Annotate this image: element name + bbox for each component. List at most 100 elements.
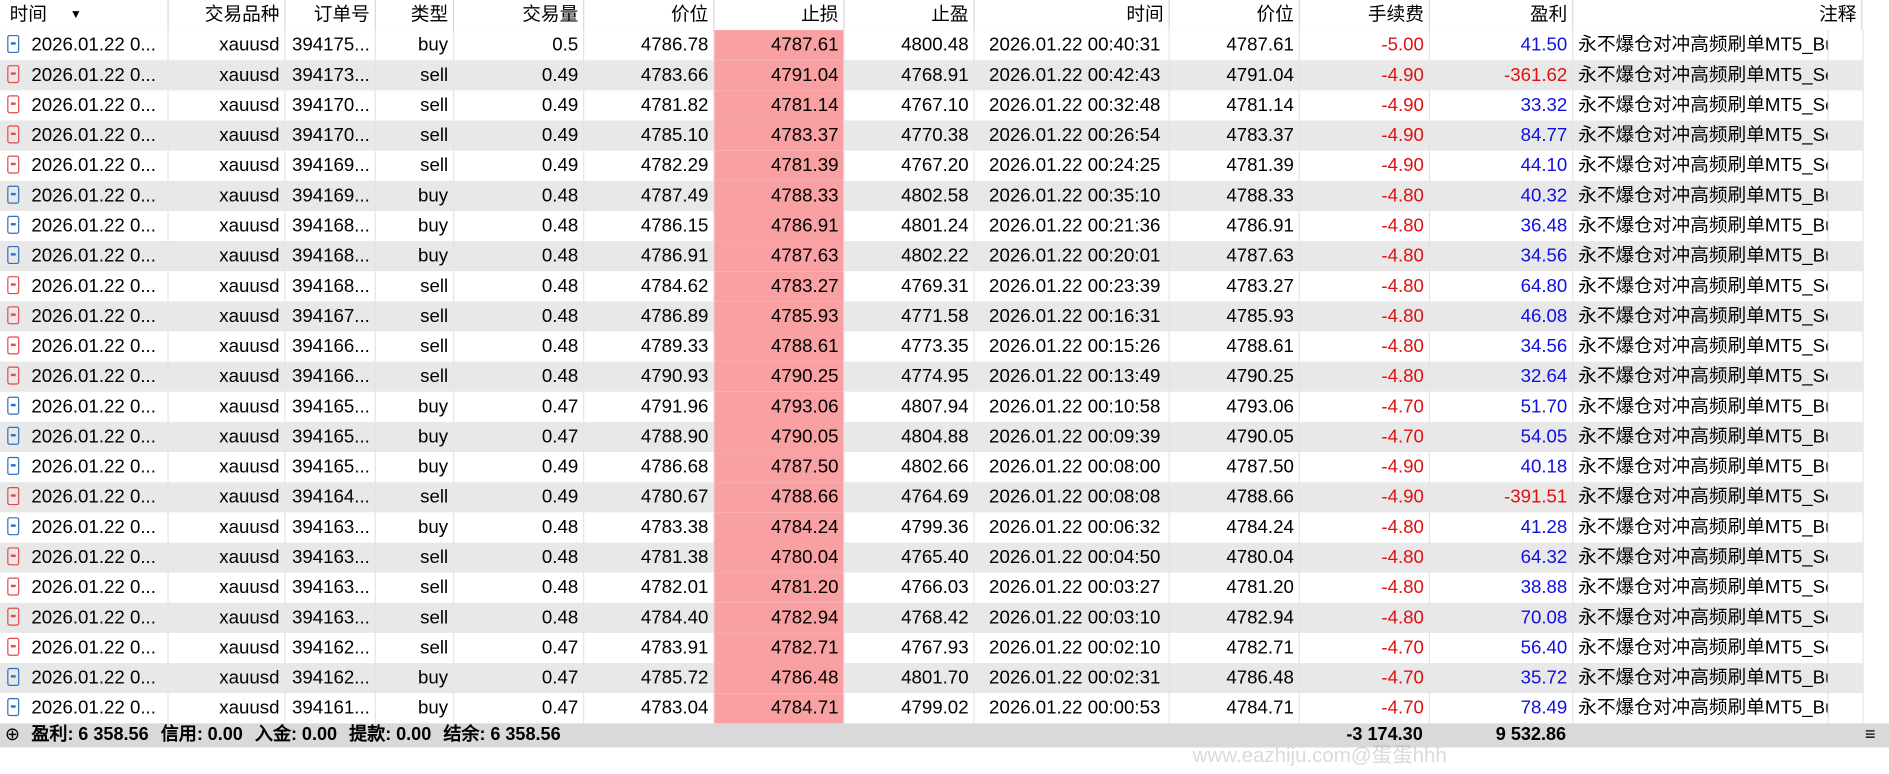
cell-6: 4790.25: [714, 361, 845, 392]
cell-2: 394163...: [286, 572, 376, 603]
cell-12: 永不爆仓对冲高频刷单MT5_Sell_...: [1573, 361, 1829, 392]
trade-row[interactable]: 2026.01.22 0... xauusd 394166... sell 0.48 47…: [0, 331, 1863, 362]
order-icon: [7, 667, 20, 686]
column-header[interactable]: 止损: [714, 0, 845, 31]
trade-row[interactable]: 2026.01.22 0... xauusd 394169... buy 0.48 478…: [0, 180, 1863, 211]
cell-3: sell: [376, 301, 455, 332]
trade-row[interactable]: 2026.01.22 0... xauusd 394168... buy 0.48 478…: [0, 210, 1863, 242]
trade-row[interactable]: 2026.01.22 0... xauusd 394163... sell 0.48 47…: [0, 542, 1863, 573]
cell-0: 2026.01.22 0...: [0, 331, 169, 362]
trade-row[interactable]: 2026.01.22 0... xauusd 394162... buy 0.47 478…: [0, 663, 1863, 694]
cell-11: 56.40: [1430, 632, 1574, 664]
cell-1: xauusd: [169, 693, 286, 724]
column-header[interactable]: 价位: [584, 0, 715, 31]
cell-5: 4781.38: [584, 542, 715, 573]
cell-2: 394166...: [286, 361, 376, 392]
watermark: www.eazhiju.com@蛋蛋hhh: [1192, 743, 1447, 767]
cell-4: 0.48: [454, 241, 585, 272]
cell-7: 4770.38: [844, 120, 975, 151]
cell-9: 4784.24: [1170, 512, 1300, 543]
cell-6: 4782.94: [714, 602, 845, 633]
column-header[interactable]: 价位: [1170, 0, 1300, 31]
trade-row[interactable]: 2026.01.22 0... xauusd 394162... sell 0.47 47…: [0, 632, 1863, 664]
order-icon: [7, 607, 20, 626]
trade-row[interactable]: 2026.01.22 0... xauusd 394164... sell 0.49 47…: [0, 482, 1863, 513]
summary-bar: ⊕ 盈利: 6 358.56 信用: 0.00 入金: 0.00 提款: 0.00 结余: 6 3…: [0, 723, 1889, 748]
cell-1: xauusd: [169, 572, 286, 603]
trade-row[interactable]: 2026.01.22 0... xauusd 394173... sell 0.49 47…: [0, 60, 1863, 91]
cell-4: 0.47: [454, 421, 585, 453]
cell-0: 2026.01.22 0...: [0, 301, 169, 332]
trade-row[interactable]: 2026.01.22 0... xauusd 394163... sell 0.48 47…: [0, 572, 1863, 603]
cell-3: sell: [376, 632, 455, 664]
scrollbar[interactable]: [1862, 30, 1889, 724]
column-header[interactable]: 类型: [376, 0, 455, 31]
order-icon: [7, 487, 20, 506]
cell-5: 4786.68: [584, 452, 715, 483]
trade-row[interactable]: 2026.01.22 0... xauusd 394168... buy 0.48 478…: [0, 241, 1863, 272]
column-header[interactable]: 盈利: [1430, 0, 1574, 31]
cell-12: 永不爆仓对冲高频刷单MT5_Sell_...: [1573, 120, 1829, 151]
cell-1: xauusd: [169, 331, 286, 362]
cell-10: -4.80: [1300, 241, 1430, 272]
cell-10: -4.70: [1300, 632, 1430, 664]
cell-9: 4788.61: [1170, 331, 1300, 362]
expand-icon[interactable]: ⊕: [4, 724, 20, 746]
cell-5: 4784.40: [584, 602, 715, 633]
trade-row[interactable]: 2026.01.22 0... xauusd 394170... sell 0.49 47…: [0, 120, 1863, 151]
cell-0: 2026.01.22 0...: [0, 120, 169, 151]
trade-row[interactable]: 2026.01.22 0... xauusd 394165... buy 0.47 478…: [0, 421, 1863, 453]
cell-7: 4767.20: [844, 150, 975, 181]
cell-0: 2026.01.22 0...: [0, 693, 169, 724]
column-header[interactable]: 订单号: [286, 0, 376, 31]
cell-6: 4787.50: [714, 452, 845, 483]
cell-9: 4787.61: [1170, 30, 1300, 61]
cell-8: 2026.01.22 00:02:10: [975, 632, 1170, 664]
column-header[interactable]: 止盈: [844, 0, 975, 31]
cell-7: 4767.93: [844, 632, 975, 664]
cell-0: 2026.01.22 0...: [0, 482, 169, 513]
trade-row[interactable]: 2026.01.22 0... xauusd 394165... buy 0.49 478…: [0, 452, 1863, 483]
trade-row[interactable]: 2026.01.22 0... xauusd 394175... buy 0.5 4786…: [0, 30, 1863, 61]
cell-10: -4.80: [1300, 542, 1430, 573]
trade-row[interactable]: 2026.01.22 0... xauusd 394161... buy 0.47 478…: [0, 693, 1863, 724]
column-header[interactable]: 手续费: [1300, 0, 1430, 31]
trade-row[interactable]: 2026.01.22 0... xauusd 394163... sell 0.48 47…: [0, 602, 1863, 633]
cell-1: xauusd: [169, 301, 286, 332]
cell-5: 4786.91: [584, 241, 715, 272]
cell-8: 2026.01.22 00:06:32: [975, 512, 1170, 543]
menu-icon[interactable]: ≡: [1864, 724, 1876, 746]
column-header[interactable]: 时间 ▼: [0, 0, 169, 31]
trade-row[interactable]: 2026.01.22 0... xauusd 394169... sell 0.49 47…: [0, 150, 1863, 181]
cell-8: 2026.01.22 00:02:31: [975, 663, 1170, 694]
column-header[interactable]: 交易品种: [169, 0, 286, 31]
cell-11: -361.62: [1430, 60, 1574, 91]
cell-2: 394165...: [286, 421, 376, 453]
trade-row[interactable]: 2026.01.22 0... xauusd 394163... buy 0.48 478…: [0, 512, 1863, 543]
trade-row[interactable]: 2026.01.22 0... xauusd 394166... sell 0.48 47…: [0, 361, 1863, 392]
cell-7: 4768.42: [844, 602, 975, 633]
cell-6: 4784.24: [714, 512, 845, 543]
summary-value: 6 358.56: [490, 724, 561, 746]
column-header[interactable]: 交易量: [454, 0, 585, 31]
cell-3: sell: [376, 271, 455, 302]
cell-11: 36.48: [1430, 210, 1574, 242]
trade-row[interactable]: 2026.01.22 0... xauusd 394168... sell 0.48 47…: [0, 271, 1863, 302]
cell-6: 4780.04: [714, 542, 845, 573]
cell-6: 4791.04: [714, 60, 845, 91]
cell-0: 2026.01.22 0...: [0, 90, 169, 121]
trade-row[interactable]: 2026.01.22 0... xauusd 394170... sell 0.49 47…: [0, 90, 1863, 121]
cell-10: -4.90: [1300, 120, 1430, 151]
cell-10: -4.80: [1300, 512, 1430, 543]
cell-4: 0.49: [454, 452, 585, 483]
cell-11: 64.32: [1430, 542, 1574, 573]
cell-12: 永不爆仓对冲高频刷单MT5_Sell_...: [1573, 150, 1829, 181]
trade-row[interactable]: 2026.01.22 0... xauusd 394167... sell 0.48 47…: [0, 301, 1863, 332]
cell-10: -4.80: [1300, 271, 1430, 302]
trade-row[interactable]: 2026.01.22 0... xauusd 394165... buy 0.47 479…: [0, 391, 1863, 422]
column-header[interactable]: 时间: [975, 0, 1170, 31]
cell-2: 394169...: [286, 180, 376, 211]
column-header[interactable]: 注释: [1573, 0, 1863, 31]
cell-12: 永不爆仓对冲高频刷单MT5_Sell_...: [1573, 271, 1829, 302]
cell-11: 51.70: [1430, 391, 1574, 422]
